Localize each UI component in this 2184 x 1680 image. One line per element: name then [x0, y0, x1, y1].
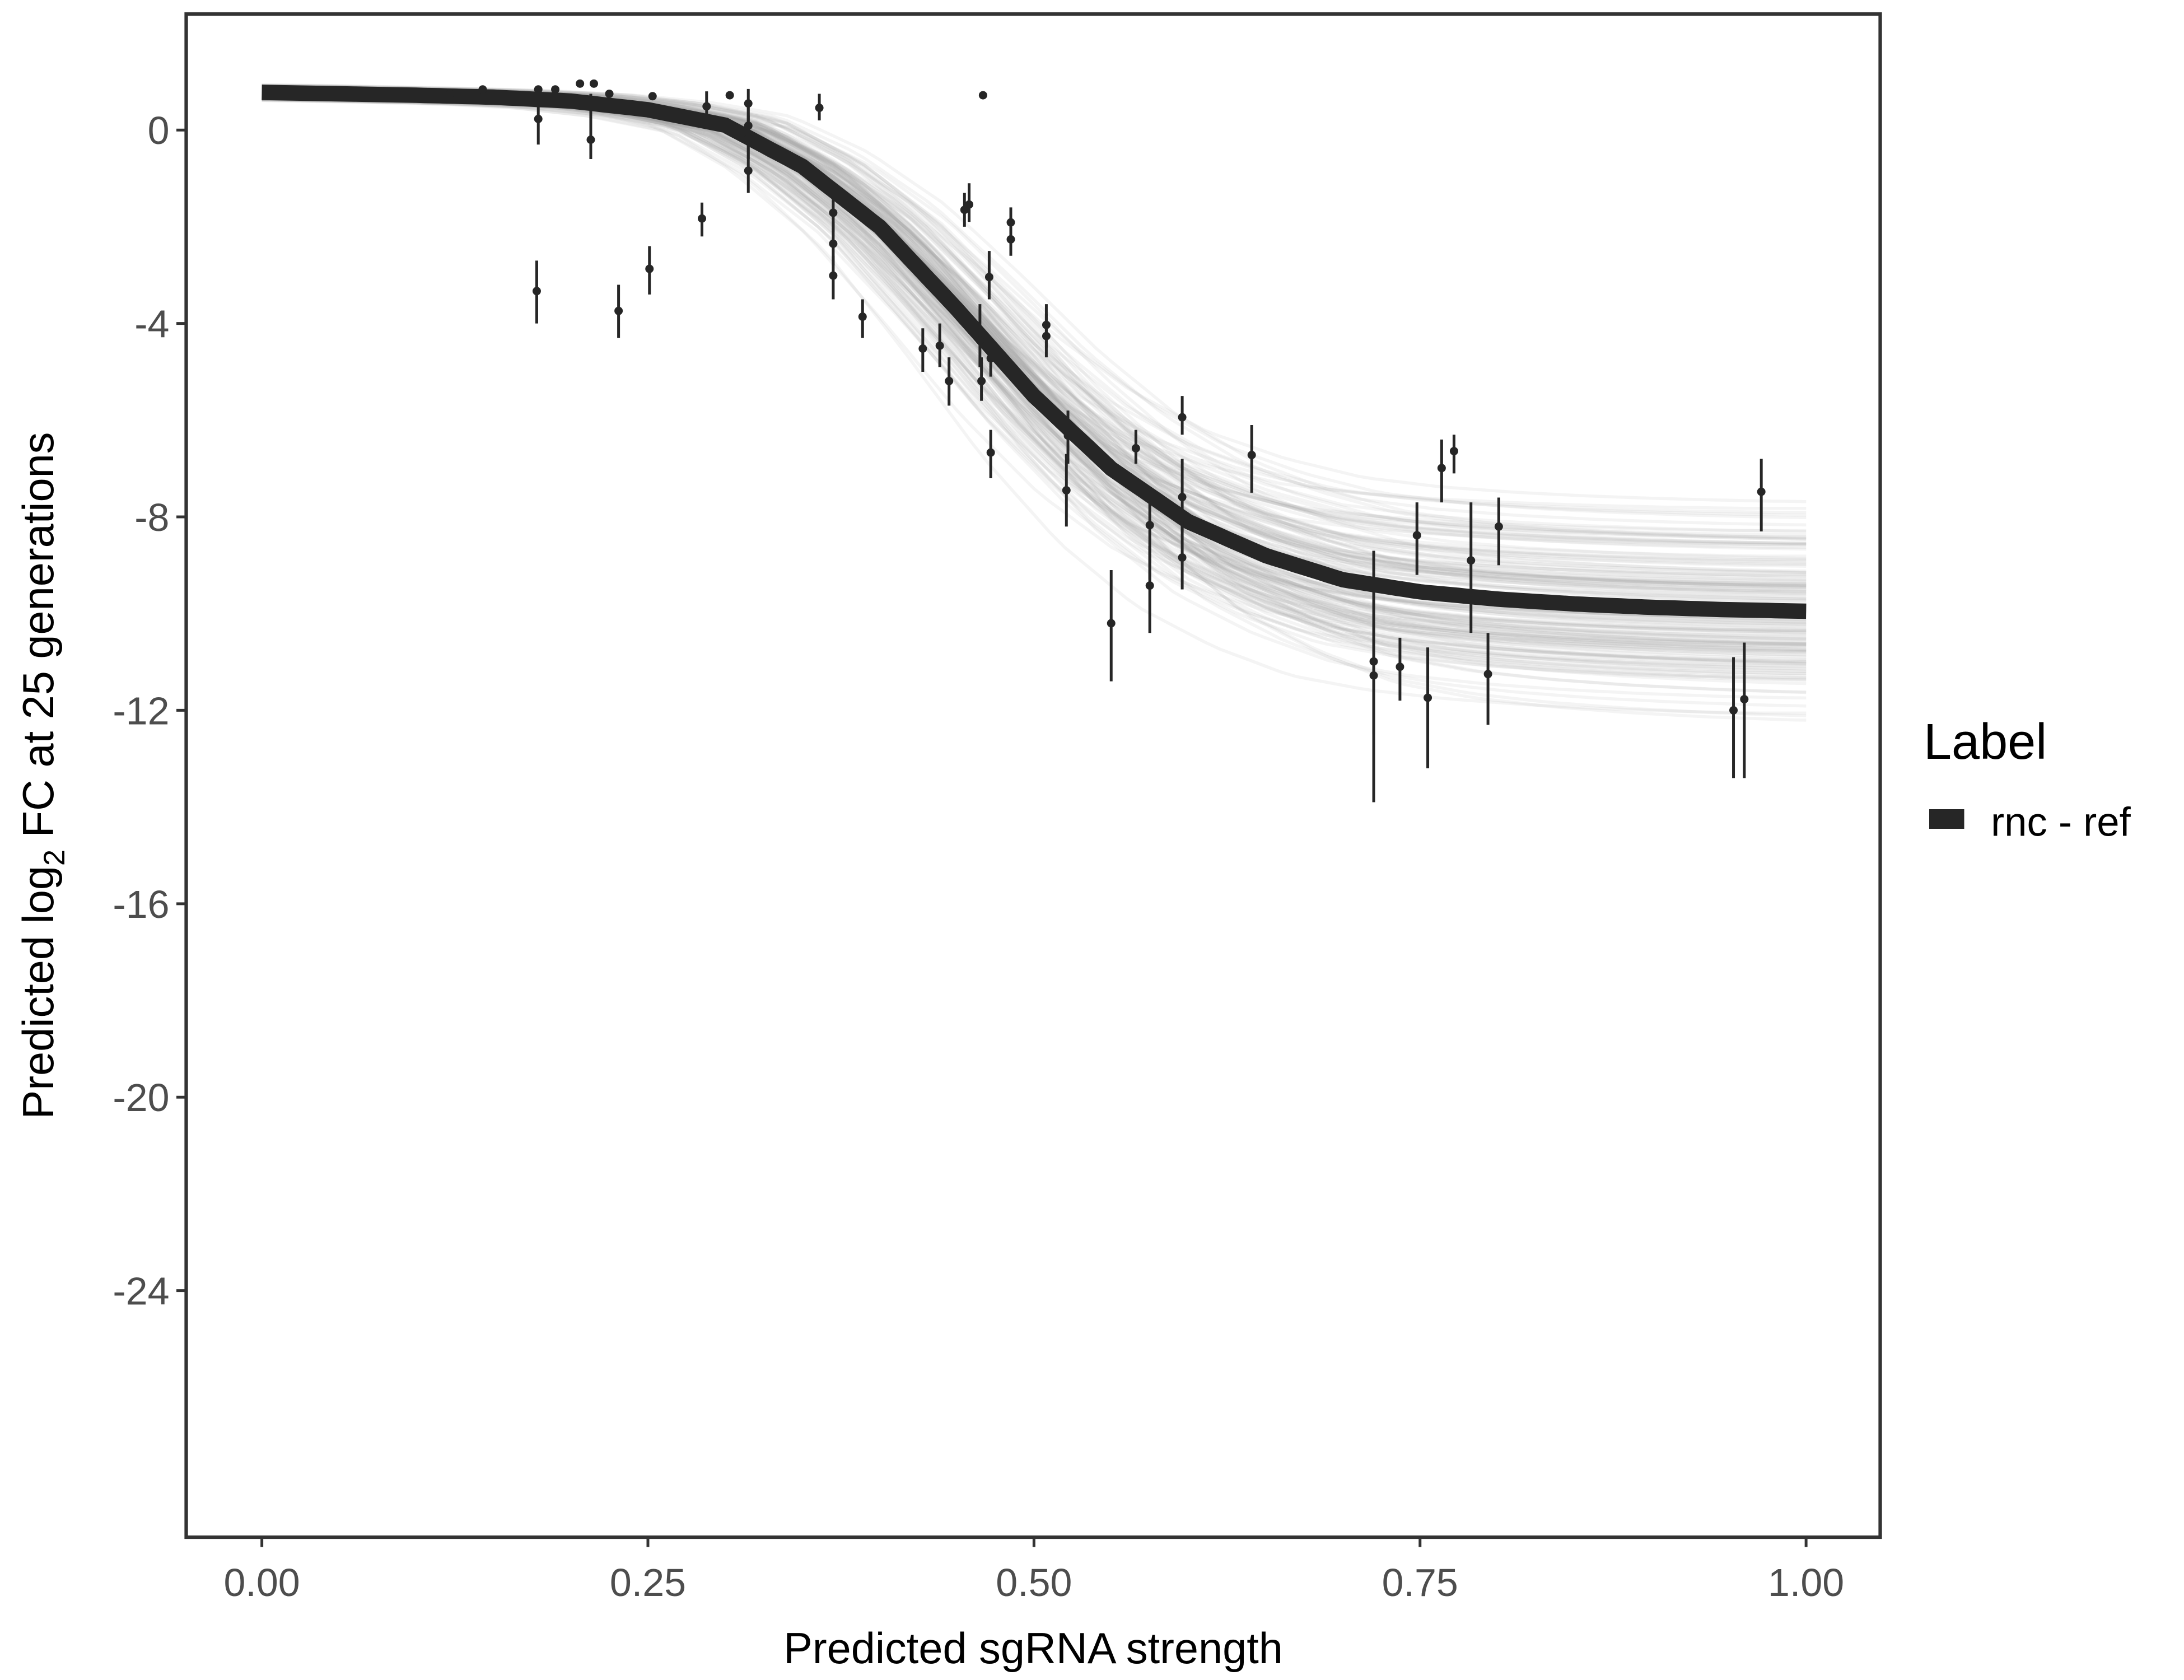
data-point	[918, 344, 927, 353]
data-point	[1145, 581, 1154, 590]
data-point	[986, 354, 995, 363]
data-point	[945, 376, 954, 385]
data-point	[1437, 464, 1446, 473]
data-point	[976, 336, 984, 345]
data-point	[829, 239, 838, 248]
data-point	[744, 166, 753, 175]
posterior-draw-line	[262, 98, 1807, 648]
data-point	[744, 99, 753, 108]
y-tick-label: -20	[113, 1076, 169, 1119]
data-point	[1178, 553, 1187, 562]
data-point	[965, 200, 974, 209]
data-point	[815, 104, 824, 113]
posterior-draw-line	[262, 84, 1807, 604]
data-point	[1494, 522, 1503, 531]
data-point	[1424, 693, 1432, 702]
data-point	[1412, 531, 1421, 540]
y-tick-label: -12	[113, 689, 169, 732]
data-point	[744, 134, 753, 143]
data-point	[829, 208, 838, 217]
data-point	[478, 85, 487, 94]
posterior-draw-line	[262, 83, 1807, 651]
x-axis-label: Predicted sgRNA strength	[783, 1625, 1283, 1673]
data-point	[589, 79, 598, 88]
x-tick-label: 1.00	[1768, 1561, 1844, 1604]
data-point	[1729, 706, 1738, 715]
data-point	[614, 306, 623, 315]
y-tick-label: -4	[134, 302, 169, 346]
data-point	[1483, 670, 1492, 679]
x-tick-label: 0.00	[223, 1561, 300, 1604]
y-tick-label: 0	[148, 109, 170, 152]
data-point	[446, 89, 455, 98]
posterior-draw-line	[262, 99, 1807, 619]
data-point	[1063, 431, 1072, 440]
y-tick-label: -24	[113, 1270, 169, 1313]
data-point	[534, 85, 543, 94]
fit-line-rnc-ref	[262, 85, 1807, 619]
data-point	[586, 136, 595, 144]
data-point	[1062, 486, 1071, 495]
legend-label-rnc-ref: rnc - ref	[1991, 800, 2131, 845]
data-point	[935, 341, 944, 350]
y-tick-label: -8	[134, 496, 169, 539]
data-point	[551, 85, 560, 94]
data-point	[1757, 487, 1766, 496]
data-point	[725, 91, 734, 100]
data-point	[532, 287, 541, 296]
plot-panel-border	[184, 12, 1882, 1539]
data-point	[698, 214, 707, 223]
x-tick-label: 0.50	[996, 1561, 1072, 1604]
data-point	[1006, 235, 1015, 244]
data-point	[645, 264, 654, 273]
data-point	[986, 448, 995, 457]
data-point	[576, 79, 585, 88]
x-tick-label: 0.25	[610, 1561, 686, 1604]
data-point	[1042, 332, 1051, 340]
data-point	[1131, 444, 1140, 452]
data-point	[1178, 413, 1187, 422]
x-axis: 0.00 0.25 0.50 0.75 1.00	[223, 1537, 1844, 1604]
data-point	[1467, 556, 1476, 565]
legend-key-rnc-ref	[1929, 809, 1964, 829]
data-point	[648, 92, 657, 101]
data-point	[829, 271, 838, 280]
data-point	[1449, 447, 1458, 456]
data-point	[605, 89, 614, 98]
data-point	[702, 102, 711, 111]
fit-curve-group	[262, 85, 1807, 619]
y-axis: 0 -4 -8 -12 -16 -20 -24	[113, 109, 186, 1313]
y-axis-label: Predicted log2 FC at 25 generations	[15, 432, 71, 1119]
x-tick-label: 0.75	[1382, 1561, 1458, 1604]
data-point	[1396, 662, 1404, 671]
data-point	[1145, 521, 1154, 530]
data-point	[977, 376, 986, 385]
posterior-draw-line	[262, 98, 1807, 675]
data-point	[858, 312, 867, 321]
data-point	[978, 91, 987, 100]
data-point	[1740, 695, 1749, 704]
data-point	[984, 273, 993, 282]
data-point	[1247, 451, 1256, 460]
data-point	[534, 114, 543, 123]
legend: Label rnc - ref	[1924, 714, 2131, 845]
data-point	[1178, 493, 1187, 502]
data-point	[1369, 671, 1378, 680]
legend-title: Label	[1924, 714, 2047, 770]
data-points	[446, 79, 1766, 802]
data-point	[1107, 619, 1116, 628]
y-tick-label: -16	[113, 883, 169, 926]
posterior-draw-line	[262, 83, 1807, 592]
